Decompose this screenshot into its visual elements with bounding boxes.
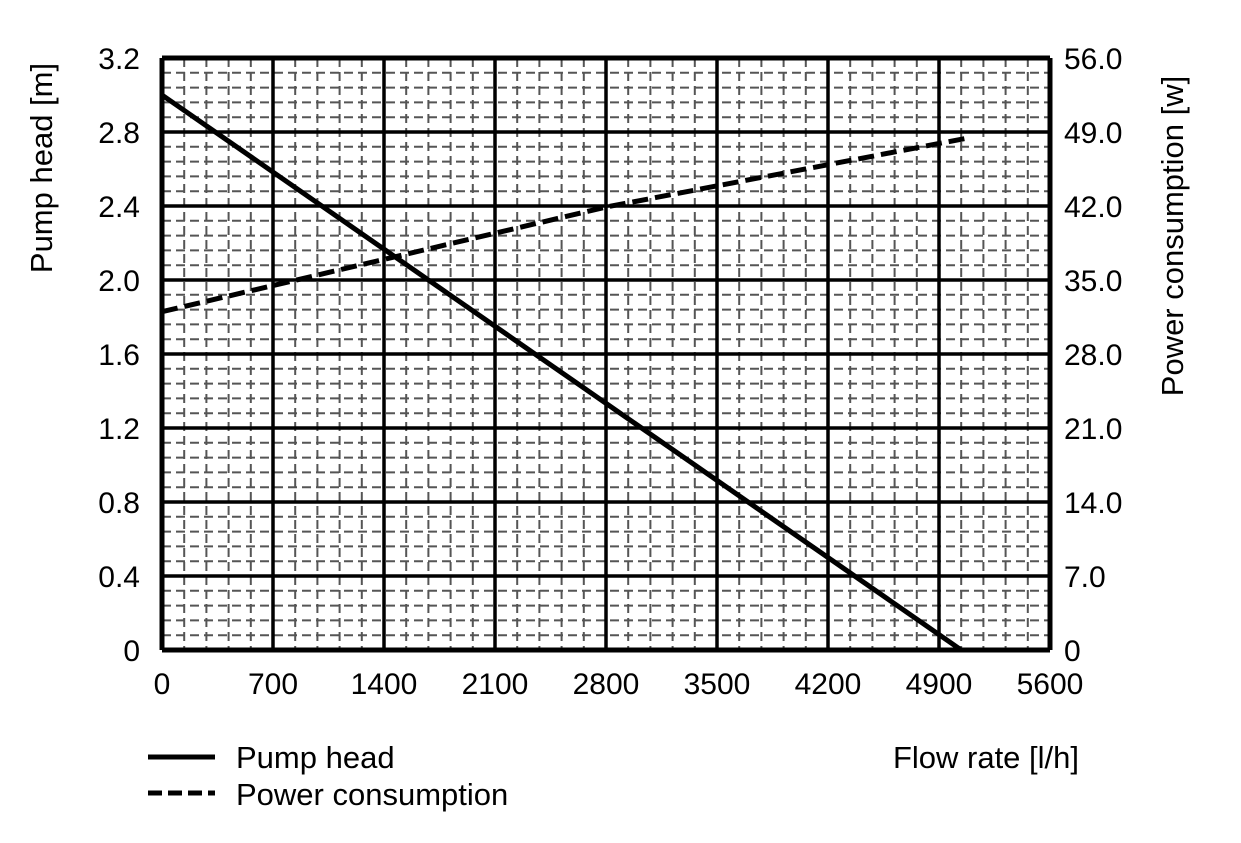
y2-tick-label: 28.0 — [1064, 339, 1122, 372]
y2-tick-label: 21.0 — [1064, 413, 1122, 446]
y-tick-label: 2.4 — [98, 191, 140, 224]
y-tick-label: 2.8 — [98, 117, 140, 150]
y2-tick-label: 14.0 — [1064, 487, 1122, 520]
major-grid — [159, 55, 1053, 653]
x-tick-label: 0 — [154, 668, 171, 701]
y-tick-label: 2.0 — [98, 265, 140, 298]
y-axis-label: Pump head [m] — [24, 63, 59, 273]
y2-tick-label: 7.0 — [1064, 561, 1106, 594]
y2-tick-label: 49.0 — [1064, 117, 1122, 150]
y2-tick-label: 0 — [1064, 635, 1081, 668]
series-line-power-consumption — [161, 135, 967, 315]
x-tick-label: 5600 — [1017, 668, 1084, 701]
legend: Pump head Power consumption — [148, 740, 508, 812]
y-tick-label: 0 — [123, 635, 140, 668]
y2-tick-label: 35.0 — [1064, 265, 1122, 298]
x-tick-label: 4900 — [906, 668, 973, 701]
x-tick-label: 700 — [248, 668, 298, 701]
y2-tick-label: 56.0 — [1064, 43, 1122, 76]
series-line-pump-head — [160, 92, 963, 653]
x-tick-label: 1400 — [351, 668, 418, 701]
x-tick-label: 4200 — [795, 668, 862, 701]
y-tick-label: 0.8 — [98, 487, 140, 520]
legend-label-power-consumption: Power consumption — [236, 777, 508, 812]
tick-labels: 0 700 1400 2100 2800 3500 4200 4900 560000.40.81… — [98, 43, 1122, 701]
series-lines — [160, 92, 967, 653]
y-tick-label: 0.4 — [98, 561, 140, 594]
y2-tick-label: 42.0 — [1064, 191, 1122, 224]
x-tick-label: 2100 — [462, 668, 529, 701]
x-tick-label: 3500 — [684, 668, 751, 701]
legend-label-pump-head: Pump head — [236, 740, 395, 775]
x-tick-label: 2800 — [573, 668, 640, 701]
y-tick-label: 1.6 — [98, 339, 140, 372]
x-axis-label: Flow rate [l/h] — [893, 740, 1079, 775]
y-tick-label: 1.2 — [98, 413, 140, 446]
y-tick-label: 3.2 — [98, 43, 140, 76]
y2-axis-label: Power consumption [w] — [1155, 76, 1190, 396]
